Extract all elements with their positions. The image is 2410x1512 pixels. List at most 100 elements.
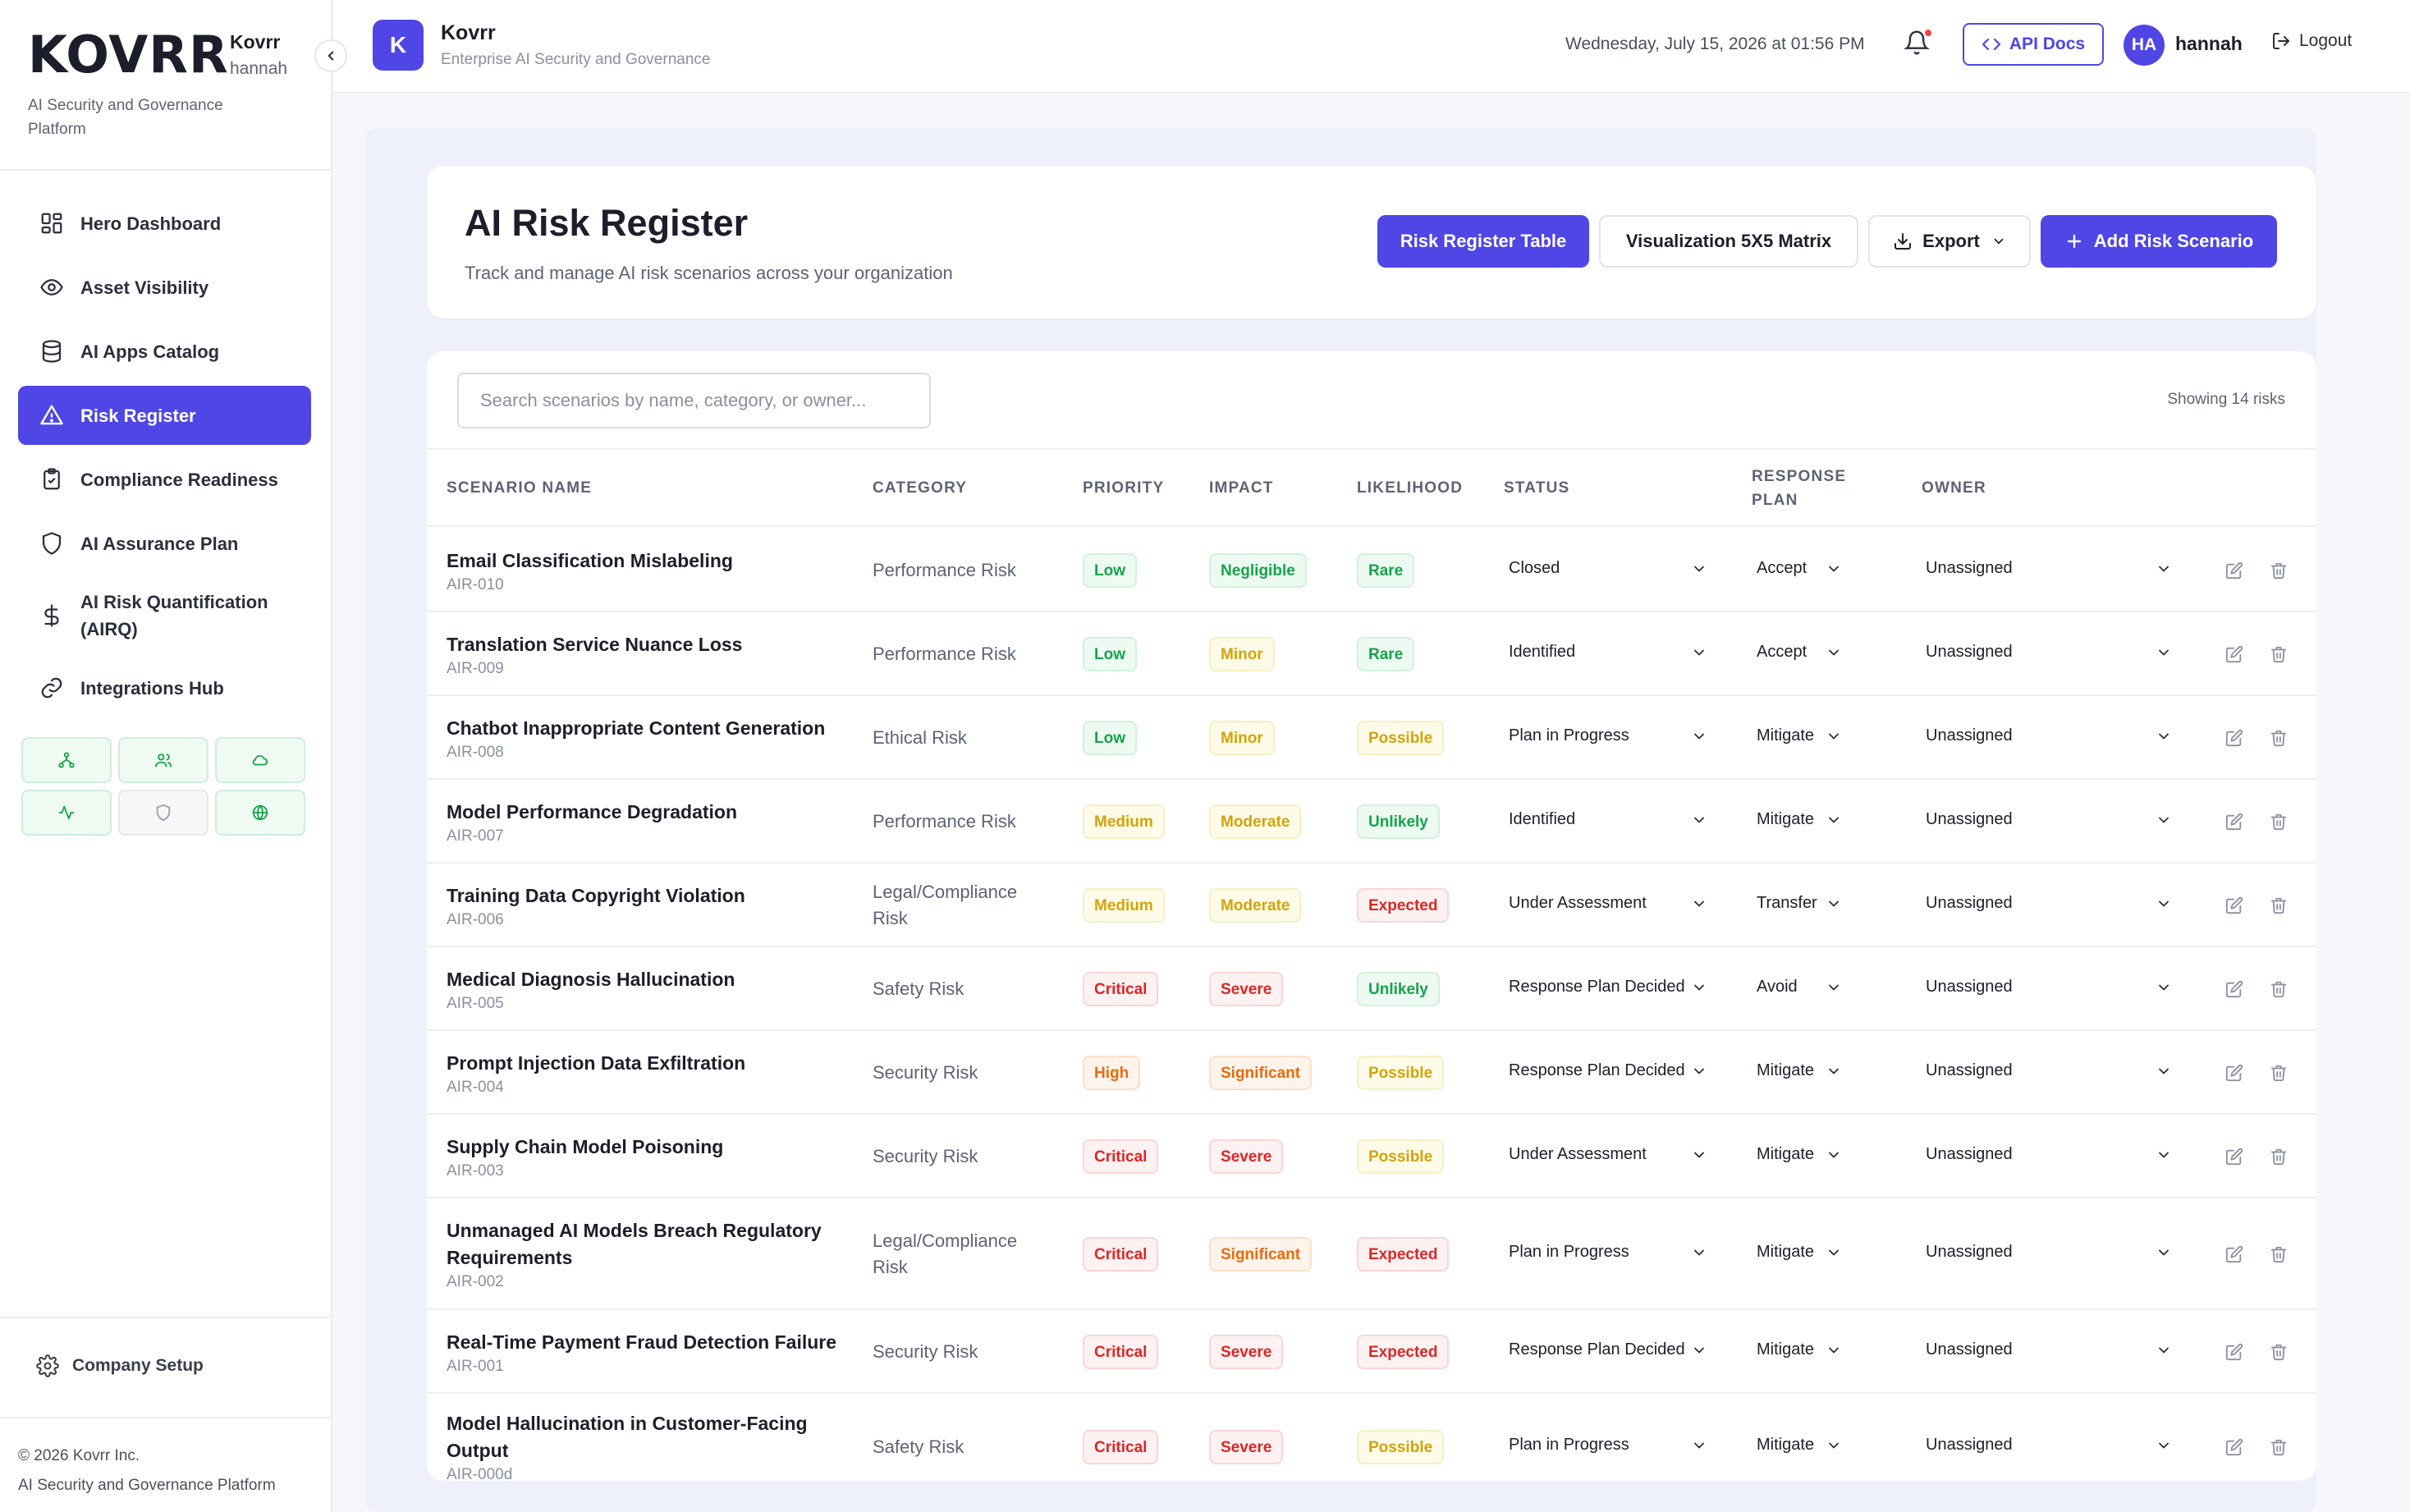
edit-button[interactable]	[2220, 1433, 2248, 1461]
response-plan-select[interactable]: Transfer	[1757, 894, 1842, 913]
table-row[interactable]: Real-Time Payment Fraud Detection Failur…	[427, 1310, 2316, 1394]
delete-button[interactable]	[2265, 1059, 2293, 1087]
edit-button[interactable]	[2220, 724, 2248, 752]
owner-select[interactable]: Unassigned	[1926, 726, 2172, 745]
scenario-name[interactable]: Unmanaged AI Models Breach Regulatory Re…	[447, 1220, 822, 1268]
header-status[interactable]: STATUS	[1504, 479, 1570, 497]
status-select[interactable]: Under Assessment	[1509, 894, 1707, 913]
header-response-plan[interactable]: RESPONSE PLAN	[1752, 465, 1846, 512]
delete-button[interactable]	[2265, 1143, 2293, 1171]
scenario-cell[interactable]: Training Data Copyright Violation AIR-006	[447, 882, 841, 929]
edit-button[interactable]	[2220, 808, 2248, 836]
scenario-cell[interactable]: Model Performance Degradation AIR-007	[447, 799, 841, 845]
collapse-sidebar-button[interactable]	[314, 39, 347, 72]
logout-button[interactable]: Logout	[2271, 31, 2352, 51]
table-row[interactable]: Chatbot Inappropriate Content Generation…	[427, 696, 2316, 780]
delete-button[interactable]	[2265, 808, 2293, 836]
owner-select[interactable]: Unassigned	[1926, 1061, 2172, 1080]
sidebar-item-ai-apps-catalog[interactable]: AI Apps Catalog	[18, 322, 311, 381]
sidebar-item-risk-register[interactable]: Risk Register	[18, 386, 311, 445]
table-row[interactable]: Supply Chain Model Poisoning AIR-003 Secur…	[427, 1115, 2316, 1198]
response-plan-select[interactable]: Avoid	[1757, 978, 1842, 997]
response-plan-select[interactable]: Mitigate	[1757, 1145, 1842, 1164]
delete-button[interactable]	[2265, 891, 2293, 919]
table-row[interactable]: Model Performance Degradation AIR-007 Perf…	[427, 780, 2316, 864]
scenario-name[interactable]: Translation Service Nuance Loss	[447, 633, 743, 655]
scenario-name[interactable]: Model Performance Degradation	[447, 800, 738, 822]
visualization-matrix-button[interactable]: Visualization 5X5 Matrix	[1599, 215, 1858, 268]
quick-users-button[interactable]	[118, 737, 208, 783]
owner-select[interactable]: Unassigned	[1926, 978, 2172, 997]
delete-button[interactable]	[2265, 640, 2293, 668]
owner-select[interactable]: Unassigned	[1926, 1340, 2172, 1359]
scenario-cell[interactable]: Prompt Injection Data Exfiltration AIR-00…	[447, 1050, 841, 1097]
risk-register-table-button[interactable]: Risk Register Table	[1377, 215, 1589, 268]
sidebar-item-ai-assurance-plan[interactable]: AI Assurance Plan	[18, 514, 311, 573]
header-impact[interactable]: IMPACT	[1209, 479, 1274, 497]
export-button[interactable]: Export	[1868, 215, 2031, 268]
header-owner[interactable]: OWNER	[1922, 479, 1986, 497]
owner-select[interactable]: Unassigned	[1926, 643, 2172, 662]
scenario-name[interactable]: Training Data Copyright Violation	[447, 884, 745, 906]
edit-button[interactable]	[2220, 640, 2248, 668]
scenario-cell[interactable]: Model Hallucination in Customer-Facing O…	[447, 1410, 841, 1481]
company-setup-link[interactable]: Company Setup	[36, 1354, 204, 1377]
status-select[interactable]: Response Plan Decided	[1509, 1340, 1707, 1359]
header-category[interactable]: CATEGORY	[873, 479, 968, 497]
scenario-cell[interactable]: Translation Service Nuance Loss AIR-009	[447, 631, 841, 678]
edit-button[interactable]	[2220, 1143, 2248, 1171]
search-input[interactable]	[457, 373, 931, 428]
edit-button[interactable]	[2220, 1240, 2248, 1268]
owner-select[interactable]: Unassigned	[1926, 1436, 2172, 1455]
quick-network-button[interactable]	[21, 737, 112, 783]
response-plan-select[interactable]: Mitigate	[1757, 810, 1842, 829]
edit-button[interactable]	[2220, 975, 2248, 1003]
status-select[interactable]: Plan in Progress	[1509, 1243, 1707, 1262]
table-row[interactable]: Prompt Injection Data Exfiltration AIR-00…	[427, 1031, 2316, 1115]
status-select[interactable]: Plan in Progress	[1509, 1436, 1707, 1455]
quick-activity-button[interactable]	[21, 790, 112, 836]
edit-button[interactable]	[2220, 1059, 2248, 1087]
sidebar-item-compliance-readiness[interactable]: Compliance Readiness	[18, 450, 311, 509]
scenario-cell[interactable]: Chatbot Inappropriate Content Generation…	[447, 715, 841, 762]
delete-button[interactable]	[2265, 975, 2293, 1003]
response-plan-select[interactable]: Mitigate	[1757, 726, 1842, 745]
delete-button[interactable]	[2265, 1338, 2293, 1366]
response-plan-select[interactable]: Accept	[1757, 559, 1842, 578]
table-row[interactable]: Training Data Copyright Violation AIR-006…	[427, 864, 2316, 947]
sidebar-item-asset-visibility[interactable]: Asset Visibility	[18, 258, 311, 317]
response-plan-select[interactable]: Mitigate	[1757, 1340, 1842, 1359]
delete-button[interactable]	[2265, 557, 2293, 584]
scenario-cell[interactable]: Supply Chain Model Poisoning AIR-003	[447, 1134, 841, 1180]
quick-globe-button[interactable]	[215, 790, 305, 836]
header-priority[interactable]: PRIORITY	[1083, 479, 1165, 497]
notifications-button[interactable]	[1904, 30, 1933, 59]
add-risk-scenario-button[interactable]: Add Risk Scenario	[2041, 215, 2277, 268]
sidebar-item-integrations-hub[interactable]: Integrations Hub	[18, 658, 311, 717]
api-docs-button[interactable]: API Docs	[1963, 23, 2104, 66]
delete-button[interactable]	[2265, 1433, 2293, 1461]
scenario-name[interactable]: Medical Diagnosis Hallucination	[447, 968, 735, 990]
scenario-cell[interactable]: Unmanaged AI Models Breach Regulatory Re…	[447, 1217, 841, 1291]
status-select[interactable]: Identified	[1509, 643, 1707, 662]
delete-button[interactable]	[2265, 1240, 2293, 1268]
quick-cloud-button[interactable]	[215, 737, 305, 783]
response-plan-select[interactable]: Mitigate	[1757, 1243, 1842, 1262]
delete-button[interactable]	[2265, 724, 2293, 752]
sidebar-item-ai-risk-quantification[interactable]: AI Risk Quantification (AIRQ)	[18, 578, 311, 653]
user-name[interactable]: hannah	[2175, 33, 2243, 54]
edit-button[interactable]	[2220, 557, 2248, 584]
response-plan-select[interactable]: Mitigate	[1757, 1061, 1842, 1080]
owner-select[interactable]: Unassigned	[1926, 559, 2172, 578]
sidebar-item-hero-dashboard[interactable]: Hero Dashboard	[18, 194, 311, 253]
scenario-cell[interactable]: Medical Diagnosis Hallucination AIR-005	[447, 966, 841, 1013]
table-row[interactable]: Model Hallucination in Customer-Facing O…	[427, 1394, 2316, 1481]
header-likelihood[interactable]: LIKELIHOOD	[1357, 479, 1464, 497]
status-select[interactable]: Closed	[1509, 559, 1707, 578]
scenario-name[interactable]: Supply Chain Model Poisoning	[447, 1135, 724, 1157]
quick-shield-button[interactable]	[118, 790, 208, 836]
status-select[interactable]: Under Assessment	[1509, 1145, 1707, 1164]
status-select[interactable]: Response Plan Decided	[1509, 1061, 1707, 1080]
status-select[interactable]: Plan in Progress	[1509, 726, 1707, 745]
scenario-name[interactable]: Email Classification Mislabeling	[447, 549, 733, 571]
